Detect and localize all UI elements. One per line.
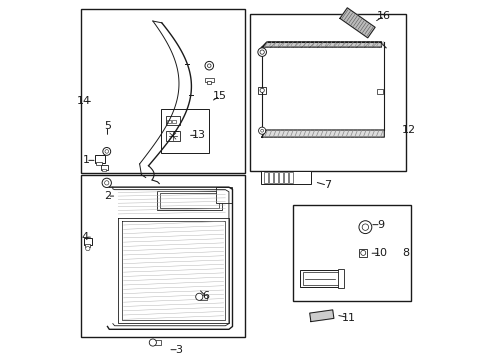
Text: 10: 10 <box>374 248 388 258</box>
Bar <box>83 238 93 245</box>
Polygon shape <box>310 310 334 321</box>
Circle shape <box>260 88 264 93</box>
Circle shape <box>361 250 366 255</box>
Bar <box>289 172 293 183</box>
Bar <box>166 116 180 125</box>
Circle shape <box>102 178 111 188</box>
Circle shape <box>104 181 109 185</box>
Bar <box>279 172 283 183</box>
Bar <box>101 165 108 170</box>
Bar <box>264 172 268 183</box>
Text: 11: 11 <box>342 312 356 323</box>
Bar <box>269 172 272 183</box>
Circle shape <box>260 50 264 54</box>
Circle shape <box>105 150 109 153</box>
Text: 1: 1 <box>82 156 90 165</box>
Text: 12: 12 <box>402 125 416 135</box>
Text: 3: 3 <box>175 345 182 355</box>
Bar <box>160 193 220 208</box>
Bar <box>161 109 209 153</box>
Text: 14: 14 <box>76 96 91 107</box>
Bar <box>81 9 245 173</box>
Text: 15: 15 <box>213 91 227 101</box>
Text: 2: 2 <box>104 191 111 201</box>
Bar <box>338 269 344 288</box>
Circle shape <box>207 64 211 67</box>
Text: 8: 8 <box>402 248 409 258</box>
Circle shape <box>259 127 266 134</box>
Bar <box>359 249 367 257</box>
Polygon shape <box>262 42 381 48</box>
Bar <box>157 191 222 210</box>
Bar <box>154 341 161 345</box>
Bar <box>97 162 102 165</box>
Bar <box>200 295 207 300</box>
Polygon shape <box>340 8 375 38</box>
Bar <box>172 120 176 123</box>
Text: 16: 16 <box>377 11 392 21</box>
Bar <box>258 87 266 94</box>
Circle shape <box>362 224 368 230</box>
Bar <box>207 81 211 84</box>
Bar <box>205 78 214 82</box>
Circle shape <box>196 293 203 300</box>
Bar <box>250 14 406 171</box>
Text: 5: 5 <box>104 121 111 131</box>
Bar <box>85 244 90 247</box>
Bar <box>166 131 180 141</box>
Text: 13: 13 <box>192 130 206 140</box>
Circle shape <box>149 339 156 346</box>
Text: 7: 7 <box>323 180 331 190</box>
Text: 6: 6 <box>202 291 209 301</box>
Circle shape <box>359 221 372 234</box>
Polygon shape <box>262 130 384 137</box>
Bar <box>95 155 105 163</box>
Circle shape <box>258 48 267 57</box>
Bar <box>273 172 277 183</box>
Circle shape <box>205 62 214 70</box>
Bar <box>217 187 232 203</box>
Bar <box>377 89 383 94</box>
Bar <box>167 120 171 123</box>
Bar <box>293 205 411 301</box>
Bar <box>303 272 339 285</box>
Text: 9: 9 <box>377 220 384 230</box>
Bar <box>284 172 288 183</box>
Bar <box>261 171 311 184</box>
Circle shape <box>261 129 264 132</box>
Bar <box>81 175 245 337</box>
Circle shape <box>103 148 111 156</box>
Bar <box>300 270 342 287</box>
Bar <box>102 169 106 171</box>
Circle shape <box>86 247 90 251</box>
Text: 4: 4 <box>81 232 89 242</box>
